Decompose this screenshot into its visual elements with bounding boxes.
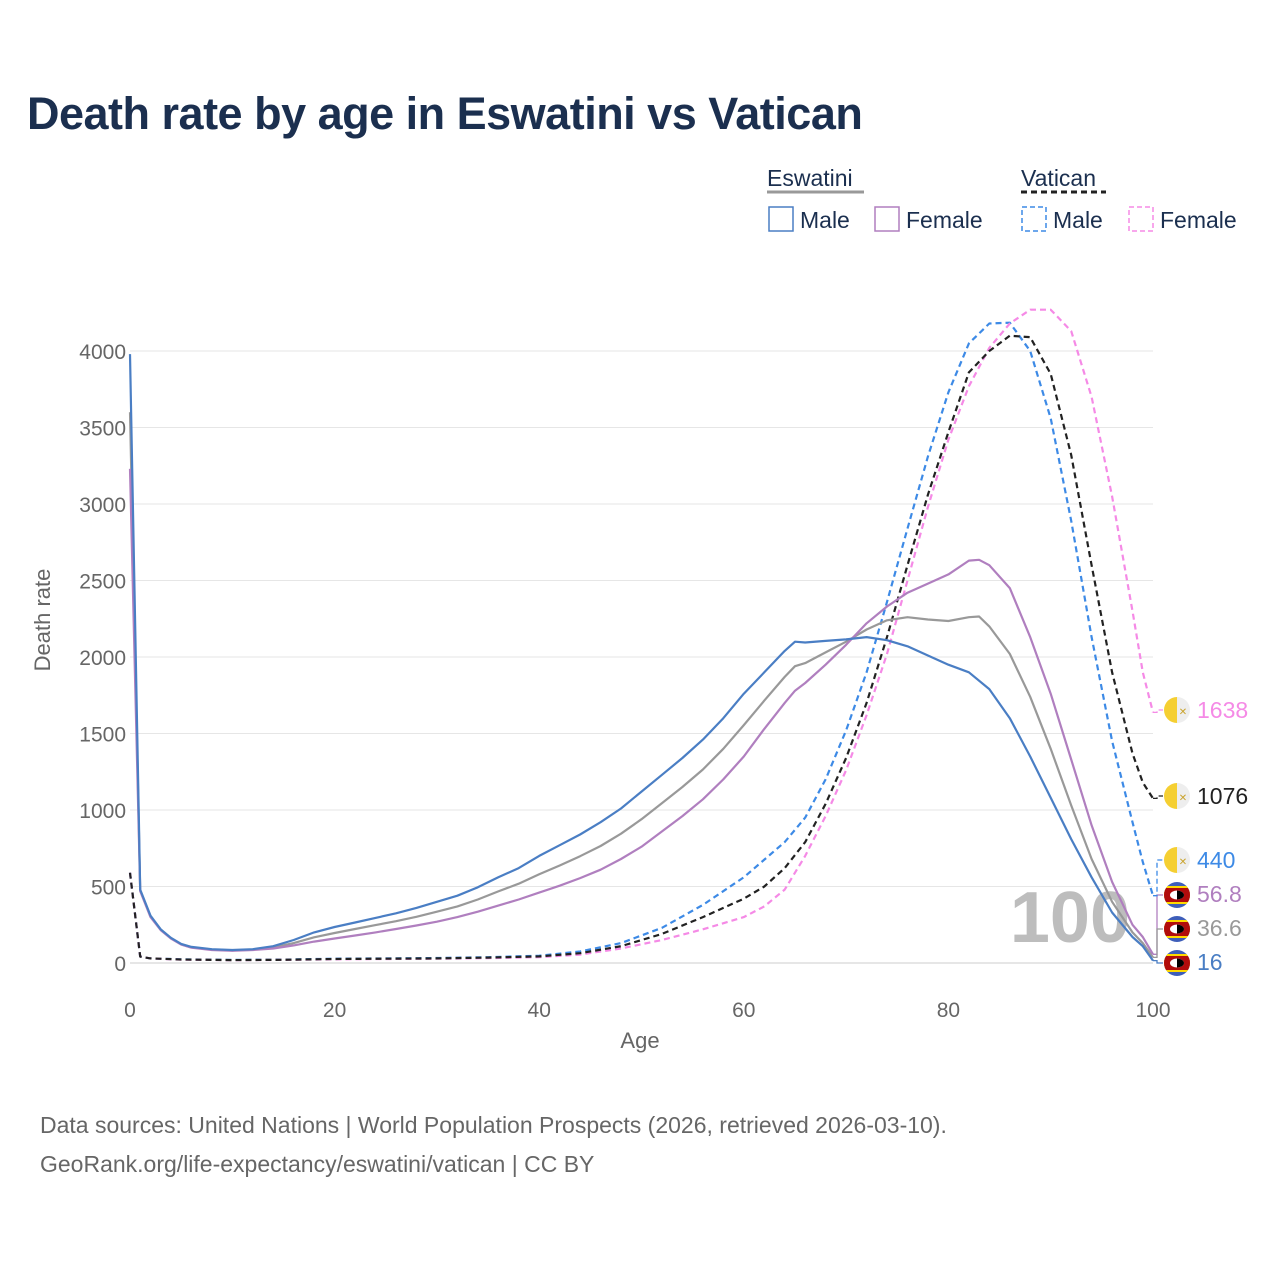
end-label-vatican-male: 440 bbox=[1197, 847, 1235, 873]
end-label-eswatini-total: 36.6 bbox=[1197, 915, 1242, 941]
x-axis-label: Age bbox=[620, 1028, 659, 1053]
x-axis-ticks: 0 20 40 60 80 100 bbox=[124, 999, 1170, 1022]
legend-swatch-eswatini-female bbox=[874, 206, 900, 232]
legend-label-vatican-female: Female bbox=[1160, 207, 1237, 233]
y-tick-label: 500 bbox=[91, 877, 126, 900]
y-axis-ticks: 0 500 1000 1500 2000 2500 3000 3500 4000 bbox=[79, 341, 126, 976]
series-line-eswatini-female bbox=[128, 468, 1154, 955]
end-label-connectors bbox=[1153, 709, 1163, 964]
eswatini-flag-icon bbox=[1164, 950, 1190, 976]
legend-label-vatican-male: Male bbox=[1053, 207, 1103, 233]
series-line-eswatini-male bbox=[128, 354, 1154, 962]
connector-eswatini-male bbox=[1153, 959, 1163, 964]
connector-eswatini-total bbox=[1153, 928, 1163, 959]
footer: Data sources: United Nations | World Pop… bbox=[40, 1106, 947, 1184]
end-label-vatican-total: 1076 bbox=[1197, 783, 1248, 809]
svg-text:✕: ✕ bbox=[1179, 857, 1187, 868]
y-tick-label: 0 bbox=[114, 953, 126, 976]
legend-swatch-vatican-female bbox=[1128, 206, 1154, 232]
connector-vatican-female bbox=[1153, 709, 1163, 714]
eswatini-flag-icon bbox=[1164, 882, 1190, 908]
series-line-vatican-female bbox=[128, 308, 1155, 962]
series-lines bbox=[128, 308, 1155, 962]
y-tick-label: 2000 bbox=[79, 647, 126, 670]
x-tick-label: 100 bbox=[1135, 999, 1170, 1022]
vatican-flag-icon: ✕ bbox=[1164, 847, 1190, 873]
page-title: Death rate by age in Eswatini vs Vatican bbox=[27, 88, 863, 139]
footer-sources: Data sources: United Nations | World Pop… bbox=[40, 1112, 947, 1138]
series-line-eswatini-total bbox=[128, 412, 1154, 959]
vatican-flag-icon: ✕ bbox=[1164, 697, 1190, 723]
x-tick-label: 80 bbox=[937, 999, 960, 1022]
legend-swatch-vatican-male bbox=[1021, 206, 1047, 232]
y-tick-label: 3000 bbox=[79, 494, 126, 517]
legend-group-vatican: Vatican bbox=[1021, 165, 1096, 191]
legend-swatch-eswatini-male bbox=[768, 206, 794, 232]
connector-eswatini-female bbox=[1153, 894, 1163, 955]
y-tick-label: 4000 bbox=[79, 341, 126, 364]
legend-label-eswatini-male: Male bbox=[800, 207, 850, 233]
x-tick-label: 20 bbox=[323, 999, 346, 1022]
end-label-vatican-female: 1638 bbox=[1197, 697, 1248, 723]
y-tick-label: 3500 bbox=[79, 418, 126, 441]
x-tick-label: 0 bbox=[124, 999, 136, 1022]
series-line-vatican-total bbox=[128, 334, 1154, 962]
x-tick-label: 60 bbox=[732, 999, 755, 1022]
legend-label-eswatini-female: Female bbox=[906, 207, 983, 233]
grid bbox=[130, 350, 1153, 964]
connector-vatican-male bbox=[1153, 859, 1163, 897]
svg-text:✕: ✕ bbox=[1179, 707, 1187, 718]
eswatini-flag-icon bbox=[1164, 916, 1190, 942]
end-label-eswatini-male: 16 bbox=[1197, 949, 1223, 975]
svg-text:✕: ✕ bbox=[1179, 793, 1187, 804]
vatican-flag-icon: ✕ bbox=[1164, 783, 1190, 809]
connector-vatican-total bbox=[1153, 795, 1163, 800]
x-tick-label: 40 bbox=[528, 999, 551, 1022]
y-tick-label: 1500 bbox=[79, 724, 126, 747]
y-tick-label: 1000 bbox=[79, 800, 126, 823]
end-label-eswatini-female: 56.8 bbox=[1197, 881, 1242, 907]
legend-group-eswatini: Eswatini bbox=[767, 165, 853, 191]
y-tick-label: 2500 bbox=[79, 571, 126, 594]
footer-link[interactable]: GeoRank.org/life-expectancy/eswatini/vat… bbox=[40, 1151, 595, 1177]
y-axis-label: Death rate bbox=[30, 569, 55, 672]
highlight-age: 100 bbox=[1010, 878, 1130, 958]
legend: Eswatini Vatican Male Female Male Female bbox=[767, 165, 1237, 233]
